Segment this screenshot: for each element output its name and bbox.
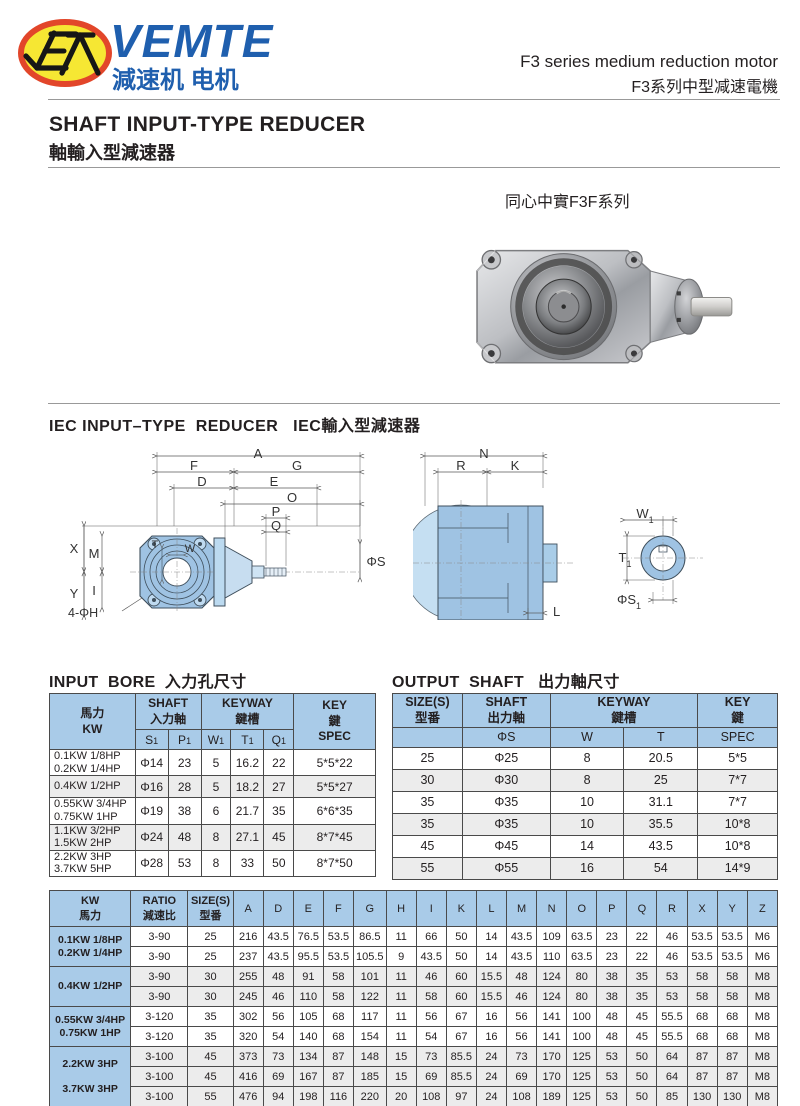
svg-text:D: D	[197, 474, 206, 489]
svg-text:E: E	[270, 474, 279, 489]
svg-text:A: A	[254, 448, 263, 461]
svg-text:Q: Q	[271, 518, 281, 533]
svg-text:T1: T1	[619, 550, 632, 569]
svg-text:P: P	[272, 504, 281, 519]
svg-text:W: W	[185, 543, 196, 555]
svg-text:Y: Y	[70, 586, 79, 601]
svg-text:R: R	[456, 458, 465, 473]
svg-text:I: I	[92, 583, 96, 598]
svg-text:K: K	[511, 458, 520, 473]
svg-text:T: T	[152, 539, 159, 551]
svg-text:O: O	[287, 490, 297, 505]
svg-text:4-ΦH: 4-ΦH	[68, 606, 98, 620]
svg-text:N: N	[479, 448, 488, 461]
svg-text:W1: W1	[636, 506, 653, 525]
svg-text:ΦS1: ΦS1	[617, 592, 641, 611]
svg-text:F: F	[190, 458, 198, 473]
svg-text:ΦS: ΦS	[366, 554, 385, 569]
svg-text:L: L	[553, 604, 560, 619]
svg-text:G: G	[292, 458, 302, 473]
svg-text:M: M	[89, 546, 100, 561]
svg-text:X: X	[70, 541, 79, 556]
